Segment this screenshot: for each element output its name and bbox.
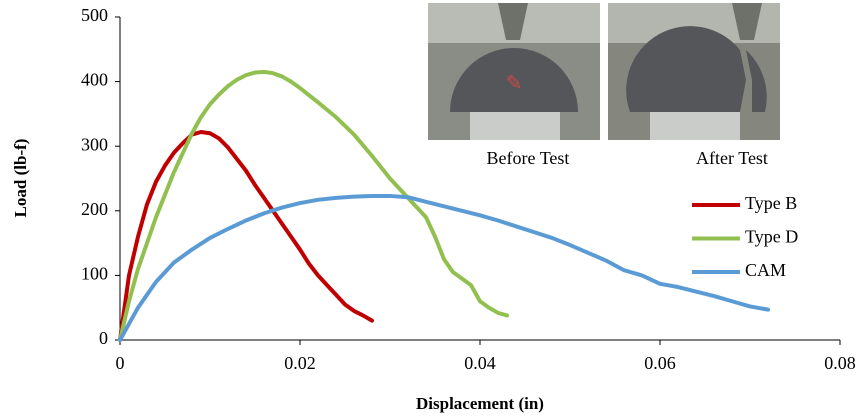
annotation: Before Test: [487, 148, 570, 168]
x-tick-label: 0: [116, 353, 125, 373]
x-tick-label: 0.06: [644, 353, 676, 373]
legend-label: Type D: [745, 227, 798, 247]
data-line: [118, 193, 770, 342]
y-tick-label: 100: [81, 264, 108, 284]
annotation: After Test: [696, 148, 768, 168]
x-tick-label: 0.04: [464, 353, 496, 373]
data-line: [118, 129, 374, 342]
specimen-mark: ✎: [506, 73, 523, 95]
photo-after: [608, 3, 780, 140]
y-tick-label: 400: [81, 70, 108, 90]
legend-label: Type B: [745, 193, 797, 213]
photo-before: ✎: [428, 3, 600, 140]
x-axis-label: Displacement (in): [416, 394, 544, 413]
y-tick-label: 500: [81, 5, 108, 25]
y-axis-label: Load (lb-f): [11, 139, 30, 218]
y-tick-label: 200: [81, 199, 108, 219]
legend-label: CAM: [745, 260, 786, 280]
x-tick-label: 0.08: [824, 353, 856, 373]
y-tick-label: 300: [81, 134, 108, 154]
x-tick-label: 0.02: [284, 353, 316, 373]
y-tick-label: 0: [99, 328, 108, 348]
data-line: [118, 69, 509, 342]
